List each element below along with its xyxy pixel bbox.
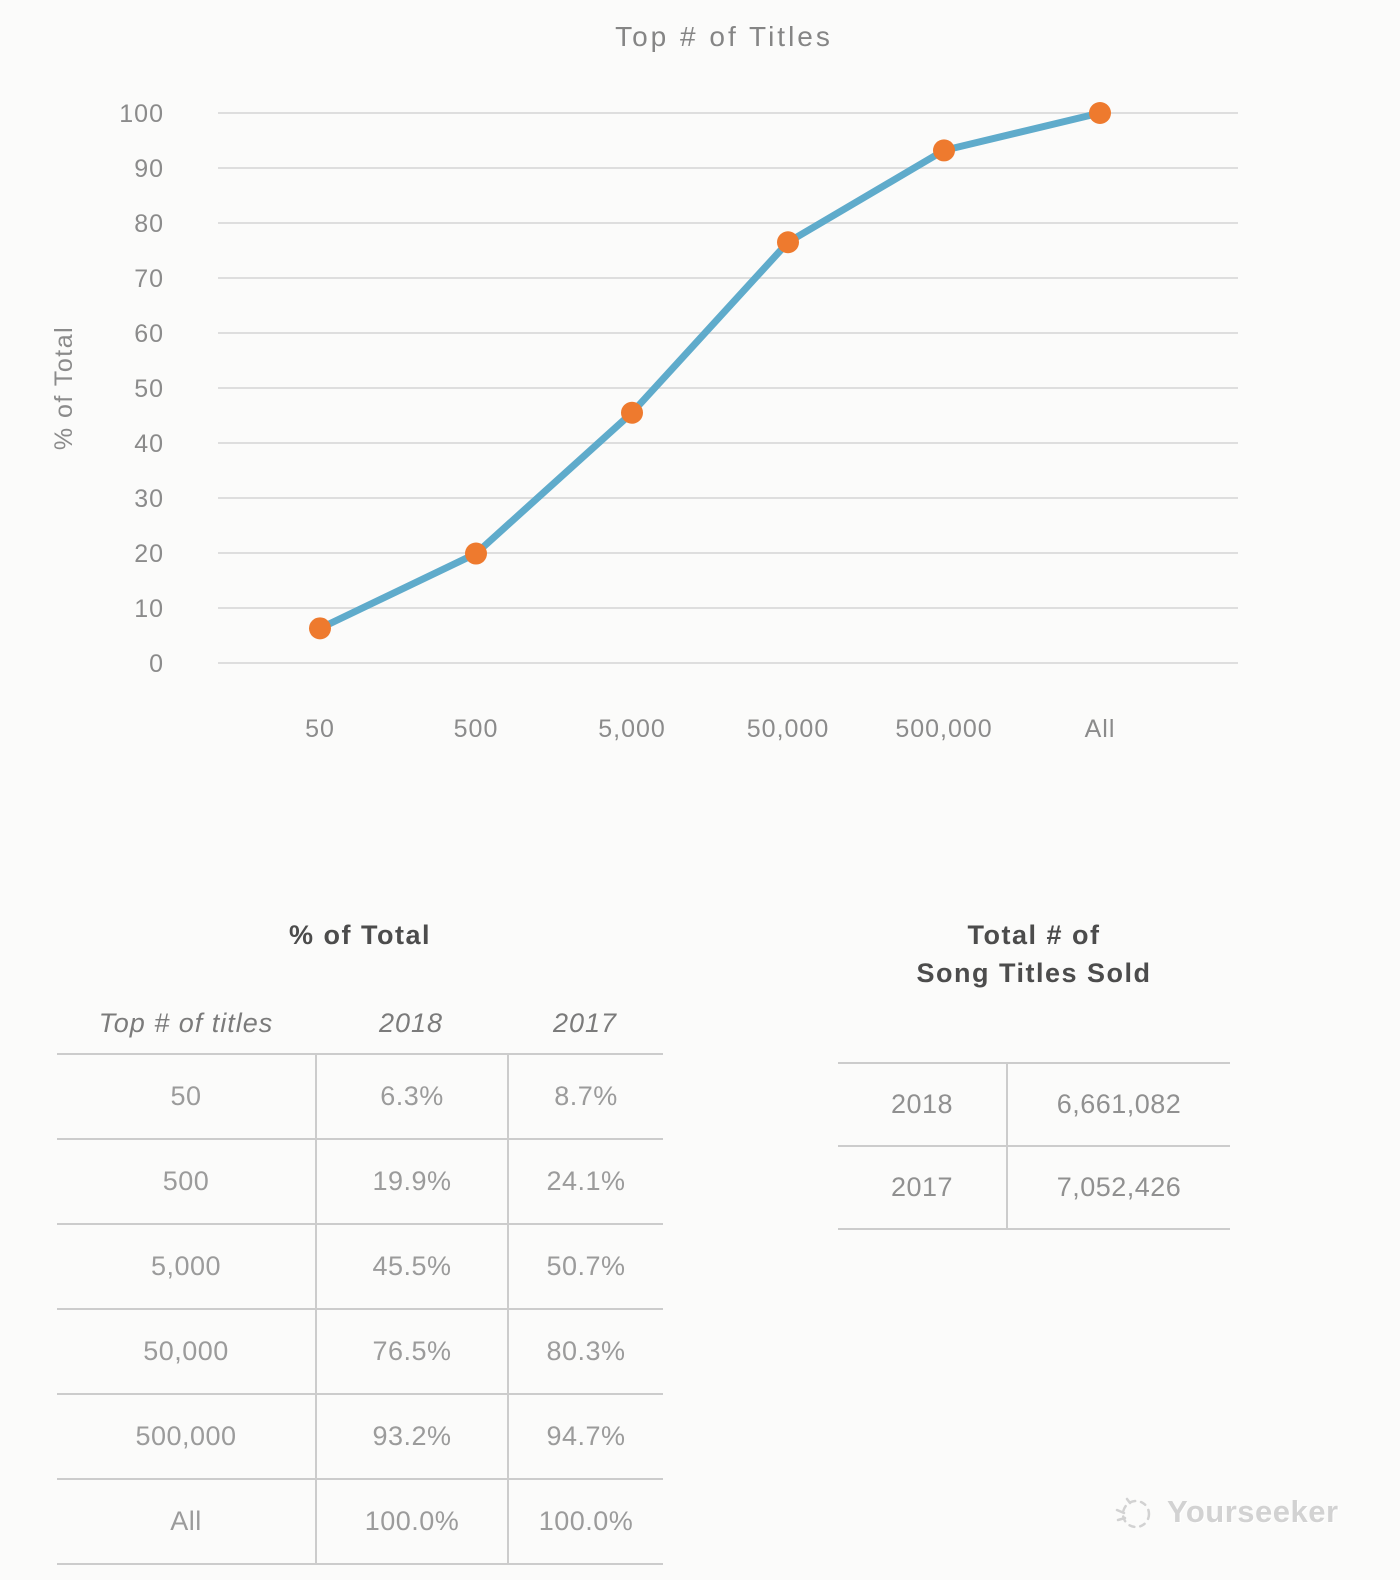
table-cell: 50	[170, 1081, 202, 1111]
table-cell: 6.3%	[315, 1055, 507, 1138]
left-table-title: % of Total	[289, 920, 431, 950]
table-row: 50 6.3% 8.7%	[57, 1055, 663, 1140]
line-chart: Top # of Titles 0 10 20 30 40 50 60 70 80 90 100 % o…	[50, 21, 1238, 743]
data-point	[777, 231, 799, 254]
table-cell: 500	[162, 1166, 210, 1196]
yourseeker-logo-icon	[1115, 1497, 1151, 1529]
y-axis-label: % of Total	[50, 326, 78, 450]
y-tick-label: 20	[134, 540, 164, 568]
column-header: Top # of titles	[98, 1007, 274, 1038]
table-header-row: Top # of titles 2018 2017	[57, 993, 663, 1055]
y-tick-label: 90	[134, 155, 164, 183]
table-row: 2018 6,661,082	[838, 1064, 1230, 1147]
table-cell: 45.5%	[315, 1225, 507, 1308]
y-tick-label: 60	[134, 320, 164, 348]
right-table-title-line1: Total # of	[967, 920, 1101, 950]
table-row: 500,000 93.2% 94.7%	[57, 1395, 663, 1480]
table-cell: 2018	[890, 1089, 954, 1119]
table-cell: 8.7%	[507, 1055, 663, 1138]
y-tick-label: 50	[134, 375, 164, 403]
table-row: 5,000 45.5% 50.7%	[57, 1225, 663, 1310]
table-row: 50,000 76.5% 80.3%	[57, 1310, 663, 1395]
table-cell: 2017	[890, 1172, 954, 1202]
x-tick-label: 50	[305, 715, 335, 743]
table-cell: 76.5%	[315, 1310, 507, 1393]
x-tick-label: 500	[454, 715, 499, 743]
watermark: Yourseeker	[1113, 1490, 1339, 1534]
table-cell: 93.2%	[315, 1395, 507, 1478]
y-tick-label: 80	[134, 210, 164, 238]
song-titles-sold-table: 2018 6,661,082 2017 7,052,426	[838, 1062, 1230, 1230]
data-point	[309, 617, 331, 640]
data-point	[621, 401, 643, 424]
x-tick-label: All	[1085, 715, 1116, 743]
x-tick-label: 50,000	[747, 715, 829, 743]
data-point	[465, 542, 487, 565]
table-body: 50 6.3% 8.7% 500 19.9% 24.1% 5,000 45.5% 50.7% 50…	[57, 1055, 663, 1565]
table-cell: 5,000	[150, 1251, 222, 1281]
y-tick-label: 40	[134, 430, 164, 458]
y-tick-label: 0	[149, 650, 164, 678]
table-row: 500 19.9% 24.1%	[57, 1140, 663, 1225]
y-tick-label: 10	[134, 595, 164, 623]
watermark-label: Yourseeker	[1167, 1494, 1339, 1529]
table-row: 2017 7,052,426	[838, 1147, 1230, 1230]
table-cell: 7,052,426	[1006, 1147, 1230, 1228]
table-row: All 100.0% 100.0%	[57, 1480, 663, 1565]
column-header: 2017	[552, 1007, 618, 1038]
table-cell: 100.0%	[507, 1480, 663, 1563]
x-tick-label: 500,000	[895, 715, 992, 743]
data-point	[933, 139, 955, 162]
right-table-title-line2: Song Titles Sold	[916, 958, 1152, 988]
table-cell: 80.3%	[507, 1310, 663, 1393]
table-cell: 500,000	[135, 1421, 237, 1451]
table-cell: 19.9%	[315, 1140, 507, 1223]
chart-title: Top # of Titles	[615, 21, 833, 52]
table-cell: 50,000	[143, 1336, 229, 1366]
table-cell: 24.1%	[507, 1140, 663, 1223]
table-cell: 100.0%	[315, 1480, 507, 1563]
data-point	[1089, 102, 1111, 124]
column-header: 2018	[378, 1007, 444, 1038]
table-cell: 50.7%	[507, 1225, 663, 1308]
x-tick-label: 5,000	[598, 715, 666, 743]
series-line-2018	[316, 109, 1104, 632]
table-cell: All	[170, 1506, 202, 1536]
right-table-title: Total # of Song Titles Sold	[838, 916, 1230, 992]
y-tick-label: 30	[134, 485, 164, 513]
percent-of-total-table: Top # of titles 2018 2017 50 6.3% 8.7% 500 1…	[57, 993, 663, 1565]
y-tick-label: 70	[134, 265, 164, 293]
table-cell: 6,661,082	[1006, 1064, 1230, 1145]
y-tick-label: 100	[119, 100, 164, 128]
table-cell: 94.7%	[507, 1395, 663, 1478]
